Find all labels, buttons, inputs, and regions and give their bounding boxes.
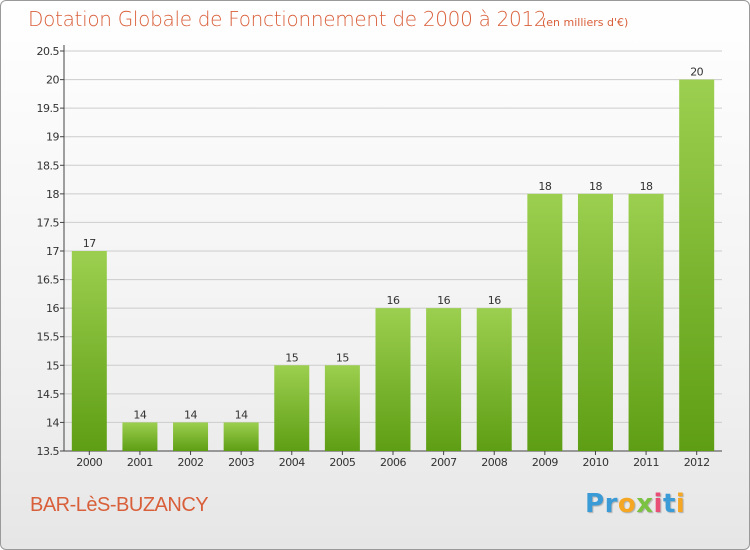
y-tick-label: 17 (46, 245, 59, 258)
bar-2012 (679, 79, 715, 452)
data-labels: 17 14 14 14 15 15 16 16 16 18 18 18 20 (83, 66, 704, 422)
data-label-2000: 17 (83, 237, 96, 250)
bar-2007 (426, 308, 462, 451)
x-tick-label-2005: 2005 (329, 456, 355, 469)
x-tick-label-2008: 2008 (481, 456, 507, 469)
y-tick-label: 15 (46, 359, 59, 372)
y-tick-label: 17.5 (37, 216, 60, 229)
x-axis: 2000 2001 2002 2003 2004 2005 2006 2007 2008 2009… (76, 451, 710, 469)
y-tick-label: 18.5 (37, 159, 60, 172)
chart-subtitle: (en milliers d'€) (542, 16, 629, 29)
data-label-2011: 18 (640, 180, 653, 193)
x-tick-label-2009: 2009 (532, 456, 558, 469)
chart-title: Dotation Globale de Fonctionnement de 20… (28, 7, 547, 31)
y-tick-label: 13.5 (37, 445, 60, 458)
x-tick-label-2000: 2000 (76, 456, 102, 469)
data-label-2009: 18 (538, 180, 551, 193)
x-tick-label-2011: 2011 (633, 456, 659, 469)
y-tick-label: 19.5 (37, 102, 60, 115)
x-tick-label-2010: 2010 (582, 456, 608, 469)
y-tick-label: 14.5 (37, 388, 60, 401)
bar-2001 (122, 422, 158, 451)
y-tick-label: 20.5 (37, 45, 60, 58)
bar-2003 (223, 422, 259, 451)
logo-letter: i (653, 489, 663, 519)
logo-letter: i (675, 489, 686, 519)
logo-letter: r (604, 489, 618, 519)
x-tick-label-2002: 2002 (178, 456, 204, 469)
bar-2008 (476, 308, 512, 451)
x-tick-label-2007: 2007 (431, 456, 457, 469)
data-label-2002: 14 (184, 408, 197, 421)
x-tick-label-2012: 2012 (684, 456, 710, 469)
bars (71, 79, 715, 452)
x-tick-label-2004: 2004 (279, 456, 305, 469)
bar-2000 (71, 251, 107, 451)
commune-name: BAR-LèS-BUZANCY (30, 494, 209, 516)
y-tick-label: 14 (46, 416, 59, 429)
logo-letter: x (636, 489, 654, 519)
logo-letter: o (617, 489, 637, 519)
x-tick-label-2003: 2003 (228, 456, 254, 469)
bar-2006 (375, 308, 411, 451)
proxiti-logo: Proxiti (585, 489, 685, 519)
y-tick-label: 16 (46, 302, 59, 315)
x-tick-label-2006: 2006 (380, 456, 406, 469)
bar-2010 (577, 193, 613, 451)
data-label-2007: 16 (437, 294, 450, 307)
data-label-2010: 18 (589, 180, 602, 193)
bar-2002 (173, 422, 209, 451)
y-tick-label: 20 (46, 74, 59, 87)
logo-letter: P (585, 489, 605, 519)
y-tick-label: 19 (46, 131, 59, 144)
logo-letter: t (662, 489, 676, 519)
data-label-2012: 20 (690, 66, 703, 79)
y-tick-label: 18 (46, 188, 59, 201)
data-label-2001: 14 (133, 408, 146, 421)
bar-2009 (527, 193, 563, 451)
data-label-2004: 15 (285, 351, 298, 364)
y-tick-label: 16.5 (37, 274, 60, 287)
data-label-2005: 15 (336, 351, 349, 364)
data-label-2003: 14 (235, 408, 248, 421)
x-tick-label-2001: 2001 (127, 456, 153, 469)
bar-2011 (628, 193, 664, 451)
data-label-2008: 16 (488, 294, 501, 307)
bar-2005 (324, 365, 360, 451)
bar-2004 (274, 365, 310, 451)
data-label-2006: 16 (387, 294, 400, 307)
y-tick-label: 15.5 (37, 331, 60, 344)
